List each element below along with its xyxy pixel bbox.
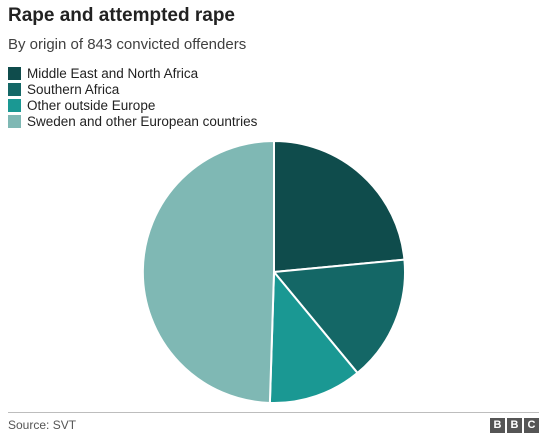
legend-item: Southern Africa xyxy=(8,81,257,97)
legend-swatch xyxy=(8,82,21,96)
pie-slice-3 xyxy=(268,269,359,404)
pie-slice-4 xyxy=(141,139,275,404)
pie-slices xyxy=(141,139,406,404)
chart-subtitle: By origin of 843 convicted offenders xyxy=(8,36,247,53)
legend-label: Sweden and other European countries xyxy=(27,113,258,129)
legend-item: Other outside Europe xyxy=(8,97,257,113)
legend-swatch xyxy=(8,98,21,112)
legend-item: Middle East and North Africa xyxy=(8,65,257,81)
legend: Middle East and North Africa Southern Af… xyxy=(8,65,257,129)
legend-label: Southern Africa xyxy=(27,81,120,97)
logo-letter: B xyxy=(490,418,505,433)
chart-title: Rape and attempted rape xyxy=(8,5,235,26)
logo-letter: B xyxy=(507,418,522,433)
legend-swatch xyxy=(8,114,21,128)
legend-label: Other outside Europe xyxy=(27,97,156,113)
logo-letter: C xyxy=(524,418,539,433)
source-note: Source: SVT xyxy=(8,418,77,432)
pie-slice-1 xyxy=(273,139,406,274)
bbc-logo: B B C xyxy=(490,418,539,433)
footer-divider xyxy=(8,412,539,413)
legend-swatch xyxy=(8,66,21,80)
legend-label: Middle East and North Africa xyxy=(27,65,199,81)
pie-slice-2 xyxy=(272,258,406,375)
legend-item: Sweden and other European countries xyxy=(8,113,257,129)
